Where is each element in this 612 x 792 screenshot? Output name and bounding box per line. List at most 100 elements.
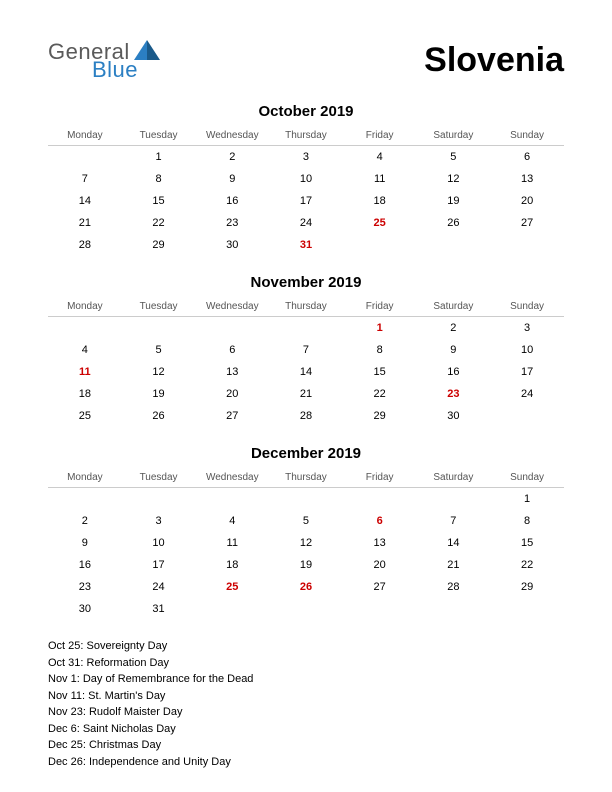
calendar-cell: 26 — [122, 405, 196, 427]
calendar-row: 45678910 — [48, 339, 564, 361]
calendar-cell: 27 — [343, 576, 417, 598]
calendar-cell: 4 — [343, 146, 417, 169]
day-header: Saturday — [417, 468, 491, 488]
day-header: Sunday — [490, 126, 564, 146]
calendar-row: 28293031 — [48, 234, 564, 256]
calendar-cell: 17 — [490, 361, 564, 383]
calendar-month: November 2019 MondayTuesdayWednesdayThurs… — [48, 274, 564, 427]
calendar-cell: 25 — [343, 212, 417, 234]
calendar-row: 2345678 — [48, 510, 564, 532]
calendar-cell: 22 — [490, 554, 564, 576]
calendar-cell: 14 — [48, 190, 122, 212]
calendar-cell: 24 — [269, 212, 343, 234]
country-title: Slovenia — [424, 41, 564, 80]
calendar-cell: 13 — [343, 532, 417, 554]
calendar-cell: 18 — [48, 383, 122, 405]
calendar-row: 123 — [48, 317, 564, 340]
calendar-cell: 1 — [343, 317, 417, 340]
calendar-cell: 29 — [122, 234, 196, 256]
calendar-cell: 28 — [48, 234, 122, 256]
day-header: Tuesday — [122, 126, 196, 146]
calendar-cell: 30 — [417, 405, 491, 427]
day-header: Saturday — [417, 126, 491, 146]
day-header: Wednesday — [195, 297, 269, 317]
calendar-cell: 13 — [195, 361, 269, 383]
calendar-month: October 2019MondayTuesdayWednesdayThursd… — [48, 103, 564, 256]
calendar-row: 3031 — [48, 598, 564, 620]
calendar-cell: 3 — [122, 510, 196, 532]
calendar-cell — [269, 488, 343, 511]
calendar-cell — [343, 234, 417, 256]
calendar-row: 16171819202122 — [48, 554, 564, 576]
calendar-cell: 10 — [122, 532, 196, 554]
calendar-cell: 7 — [48, 168, 122, 190]
day-header: Monday — [48, 126, 122, 146]
calendar-cell: 27 — [195, 405, 269, 427]
calendar-cell: 5 — [269, 510, 343, 532]
calendar-cell: 21 — [48, 212, 122, 234]
calendar-cell: 24 — [490, 383, 564, 405]
calendar-cell: 8 — [343, 339, 417, 361]
calendar-row: 11121314151617 — [48, 361, 564, 383]
calendar-cell — [122, 317, 196, 340]
calendar-cell: 8 — [122, 168, 196, 190]
holiday-entry: Nov 1: Day of Remembrance for the Dead — [48, 671, 564, 688]
calendar-cell: 24 — [122, 576, 196, 598]
calendar-cell: 11 — [343, 168, 417, 190]
calendar-grid: MondayTuesdayWednesdayThursdayFridaySatu… — [48, 468, 564, 620]
day-header: Thursday — [269, 297, 343, 317]
calendar-cell — [195, 488, 269, 511]
calendar-cell: 1 — [490, 488, 564, 511]
day-header: Wednesday — [195, 468, 269, 488]
calendar-cell: 15 — [343, 361, 417, 383]
calendar-cell — [343, 488, 417, 511]
calendar-cell: 31 — [122, 598, 196, 620]
calendar-cell — [417, 234, 491, 256]
calendar-cell: 16 — [48, 554, 122, 576]
calendar-cell: 4 — [48, 339, 122, 361]
day-header: Sunday — [490, 297, 564, 317]
calendar-cell: 8 — [490, 510, 564, 532]
holiday-entry: Oct 31: Reformation Day — [48, 655, 564, 672]
holiday-entry: Dec 6: Saint Nicholas Day — [48, 721, 564, 738]
day-header: Tuesday — [122, 468, 196, 488]
calendar-row: 23242526272829 — [48, 576, 564, 598]
holidays-list: Oct 25: Sovereignty DayOct 31: Reformati… — [48, 638, 564, 770]
calendar-cell: 23 — [417, 383, 491, 405]
holiday-entry: Dec 25: Christmas Day — [48, 737, 564, 754]
calendar-cell: 12 — [269, 532, 343, 554]
calendar-grid: MondayTuesdayWednesdayThursdayFridaySatu… — [48, 126, 564, 256]
day-header: Tuesday — [122, 297, 196, 317]
holiday-entry: Dec 26: Independence and Unity Day — [48, 754, 564, 771]
calendar-cell: 12 — [122, 361, 196, 383]
day-header: Friday — [343, 126, 417, 146]
calendar-cell: 29 — [490, 576, 564, 598]
calendar-cell: 19 — [122, 383, 196, 405]
calendar-row: 9101112131415 — [48, 532, 564, 554]
calendar-cell — [269, 317, 343, 340]
month-title: November 2019 — [48, 274, 564, 291]
calendar-cell — [343, 598, 417, 620]
calendar-row: 18192021222324 — [48, 383, 564, 405]
calendar-month: December 2019MondayTuesdayWednesdayThurs… — [48, 445, 564, 620]
calendar-cell — [269, 598, 343, 620]
calendar-cell: 15 — [122, 190, 196, 212]
calendar-cell: 25 — [195, 576, 269, 598]
calendar-cell — [48, 317, 122, 340]
calendar-row: 1 — [48, 488, 564, 511]
calendar-cell — [490, 234, 564, 256]
calendar-cell: 30 — [195, 234, 269, 256]
day-header: Monday — [48, 297, 122, 317]
calendar-cell — [417, 488, 491, 511]
holiday-entry: Nov 23: Rudolf Maister Day — [48, 704, 564, 721]
calendar-cell: 7 — [269, 339, 343, 361]
calendar-cell: 12 — [417, 168, 491, 190]
calendar-row: 14151617181920 — [48, 190, 564, 212]
calendar-cell: 27 — [490, 212, 564, 234]
calendar-cell: 9 — [417, 339, 491, 361]
calendar-cell: 10 — [269, 168, 343, 190]
calendar-cell: 9 — [48, 532, 122, 554]
calendar-cell: 9 — [195, 168, 269, 190]
calendar-grid: MondayTuesdayWednesdayThursdayFridaySatu… — [48, 297, 564, 427]
calendar-cell: 23 — [48, 576, 122, 598]
